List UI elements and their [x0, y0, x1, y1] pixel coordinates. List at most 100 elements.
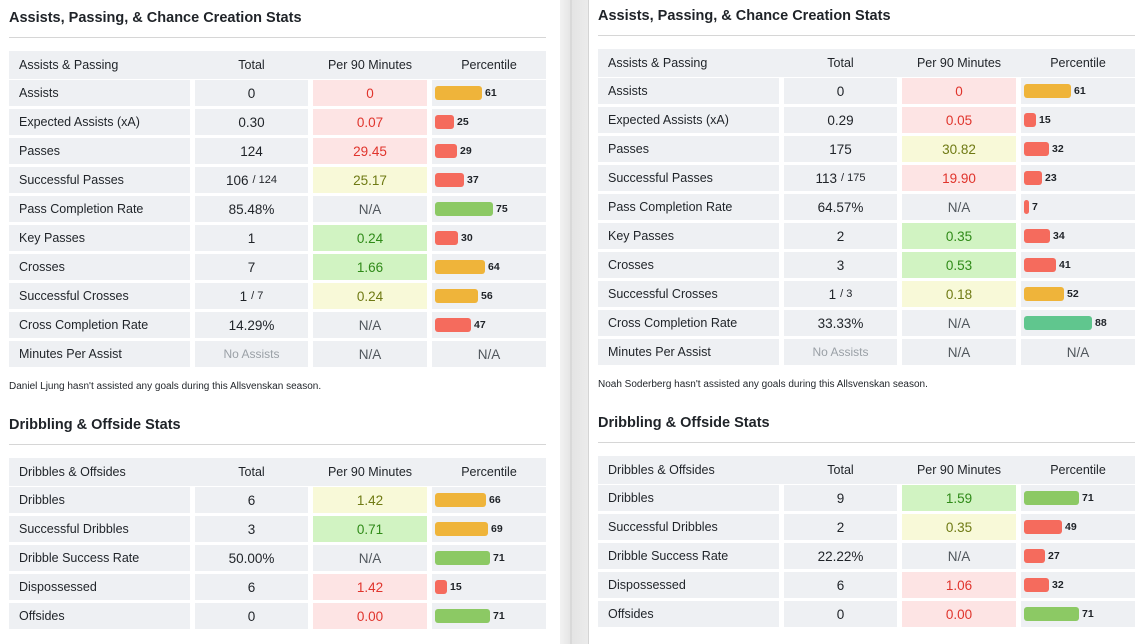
stat-total: 3: [784, 252, 897, 278]
stat-percentile: 71: [1021, 601, 1135, 627]
table-row: Successful Crosses 1/ 3 0.18 52: [598, 280, 1135, 309]
stat-name: Dispossessed: [9, 574, 190, 600]
table-header-row: Assists & Passing Total Per 90 Minutes Perc…: [598, 49, 1135, 77]
table-row: Minutes Per Assist No Assists N/A N/A: [598, 338, 1135, 365]
percentile-value: 64: [488, 261, 500, 273]
dribbling-table: Dribbles & Offsides Total Per 90 Minutes Pe…: [598, 456, 1135, 627]
stat-name: Key Passes: [9, 225, 190, 251]
percentile-bar: [435, 493, 486, 507]
stat-per90: N/A: [902, 310, 1016, 336]
percentile-value: 23: [1045, 172, 1057, 184]
section-divider: [9, 444, 546, 445]
stat-total-value: 0: [836, 83, 845, 99]
stat-percentile: 71: [432, 603, 546, 629]
percentile-bar: [1024, 84, 1071, 98]
stat-total-value: 3: [836, 257, 845, 273]
stat-per90: 25.17: [313, 167, 427, 193]
table-header-row: Assists & Passing Total Per 90 Minutes Perc…: [9, 51, 546, 79]
stat-name: Assists: [9, 80, 190, 106]
stat-total: 64.57%: [784, 194, 897, 220]
stat-per90: 1.06: [902, 572, 1016, 598]
table-row: Offsides 0 0.00 71: [598, 600, 1135, 627]
percentile-bar: [435, 173, 464, 187]
stat-total: 7: [195, 254, 308, 280]
section-title-assists: Assists, Passing, & Chance Creation Stat…: [9, 10, 302, 26]
stat-percentile: 34: [1021, 223, 1135, 249]
percentile-value: 37: [467, 174, 479, 186]
stat-name: Minutes Per Assist: [598, 339, 779, 365]
percentile-value: 15: [1039, 114, 1051, 126]
table-row: Dribbles 9 1.59 71: [598, 484, 1135, 513]
stat-percentile: 61: [432, 80, 546, 106]
stat-total: 124: [195, 138, 308, 164]
section-divider: [9, 37, 546, 38]
stat-name: Crosses: [9, 254, 190, 280]
stat-total-attempts: / 124: [252, 174, 277, 186]
percentile-value: 30: [461, 232, 473, 244]
stat-per90: 0.00: [902, 601, 1016, 627]
stat-percentile: 37: [432, 167, 546, 193]
stat-percentile: 64: [432, 254, 546, 280]
header-percentile: Percentile: [1050, 463, 1106, 477]
table-row: Minutes Per Assist No Assists N/A N/A: [9, 340, 546, 367]
table-row: Assists 0 0 61: [598, 77, 1135, 106]
percentile-bar: [435, 318, 471, 332]
percentile-bar: [435, 202, 493, 216]
stat-total: 6: [195, 574, 308, 600]
stat-total: 22.22%: [784, 543, 897, 569]
stat-percentile: 75: [432, 196, 546, 222]
stat-percentile: 61: [1021, 78, 1135, 104]
percentile-bar: [1024, 113, 1036, 127]
stat-total: 2: [784, 514, 897, 540]
stat-percentile: 32: [1021, 136, 1135, 162]
percentile-value: 71: [1082, 492, 1094, 504]
stat-total-value: 6: [247, 579, 256, 595]
stat-total-value: 113: [815, 170, 838, 186]
stat-total-attempts: / 7: [251, 290, 264, 302]
stat-percentile: 32: [1021, 572, 1135, 598]
player-stats-panel-left: Assists, Passing, & Chance Creation Stat…: [0, 0, 560, 644]
stat-name: Dribbles: [9, 487, 190, 513]
stat-total-value: 0: [247, 608, 256, 624]
stat-name: Minutes Per Assist: [9, 341, 190, 367]
table-row: Successful Crosses 1/ 7 0.24 56: [9, 282, 546, 311]
stat-total: No Assists: [195, 341, 308, 367]
stat-per90: N/A: [313, 341, 427, 367]
stat-total-value: 2: [836, 228, 845, 244]
stat-per90: N/A: [902, 194, 1016, 220]
stat-total: 0: [195, 80, 308, 106]
stat-total-value: 22.22%: [817, 548, 864, 564]
percentile-value: 32: [1052, 579, 1064, 591]
table-row: Successful Dribbles 2 0.35 49: [598, 513, 1135, 542]
percentile-value: 71: [1082, 608, 1094, 620]
section-title-dribbling: Dribbling & Offside Stats: [598, 415, 770, 431]
header-percentile: Percentile: [461, 58, 517, 72]
stat-percentile: 15: [1021, 107, 1135, 133]
percentile-value: 25: [457, 116, 469, 128]
percentile-bar: [1024, 200, 1029, 214]
stat-total: 33.33%: [784, 310, 897, 336]
stat-total-value: 1: [247, 230, 256, 246]
stat-total: 3: [195, 516, 308, 542]
stat-percentile: 71: [432, 545, 546, 571]
percentile-bar: [1024, 316, 1092, 330]
stat-percentile: N/A: [1021, 339, 1135, 365]
percentile-bar: [1024, 287, 1064, 301]
stat-total: 2: [784, 223, 897, 249]
percentile-bar: [435, 231, 458, 245]
stat-per90: 0.18: [902, 281, 1016, 307]
stat-total-value: 0.30: [238, 114, 265, 130]
table-row: Key Passes 1 0.24 30: [9, 224, 546, 253]
stat-per90: 30.82: [902, 136, 1016, 162]
stat-total: 106/ 124: [195, 167, 308, 193]
table-row: Successful Passes 106/ 124 25.17 37: [9, 166, 546, 195]
stat-total-value: No Assists: [812, 345, 869, 359]
header-per90: Per 90 Minutes: [916, 463, 1002, 477]
stat-total-value: 2: [836, 519, 845, 535]
percentile-bar: [435, 144, 457, 158]
table-row: Dribble Success Rate 50.00% N/A 71: [9, 544, 546, 573]
stat-percentile: 7: [1021, 194, 1135, 220]
stat-per90: 0.53: [902, 252, 1016, 278]
stat-per90: 1.66: [313, 254, 427, 280]
stat-total-value: 1: [828, 286, 837, 302]
